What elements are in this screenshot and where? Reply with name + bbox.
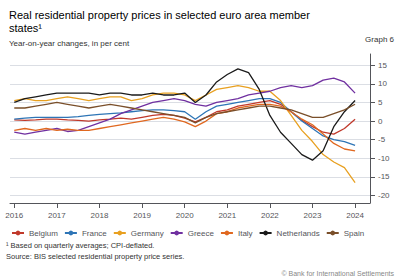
svg-text:Graph 6: Graph 6 xyxy=(365,35,394,44)
svg-text:2021: 2021 xyxy=(218,211,236,220)
svg-text:Netherlands: Netherlands xyxy=(277,229,320,238)
svg-text:Italy: Italy xyxy=(238,229,253,238)
svg-text:15: 15 xyxy=(378,61,387,70)
svg-text:Real residential property pric: Real residential property prices in sele… xyxy=(9,9,310,21)
svg-text:Greece: Greece xyxy=(188,229,215,238)
svg-text:10: 10 xyxy=(378,79,387,88)
svg-text:2017: 2017 xyxy=(48,211,66,220)
svg-text:¹ Based on quarterly averages;: ¹ Based on quarterly averages; CPI-defla… xyxy=(6,241,154,250)
svg-text:2019: 2019 xyxy=(133,211,151,220)
svg-text:2022: 2022 xyxy=(261,211,279,220)
svg-text:2023: 2023 xyxy=(304,211,322,220)
svg-text:-10: -10 xyxy=(378,154,390,163)
svg-text:0: 0 xyxy=(378,117,383,126)
svg-text:-5: -5 xyxy=(378,135,386,144)
svg-text:2020: 2020 xyxy=(176,211,194,220)
svg-text:2018: 2018 xyxy=(91,211,109,220)
svg-text:Year-on-year changes, in per c: Year-on-year changes, in per cent xyxy=(9,39,130,48)
svg-text:states¹: states¹ xyxy=(9,22,42,34)
svg-text:2016: 2016 xyxy=(5,211,23,220)
svg-text:-15: -15 xyxy=(378,172,390,181)
svg-text:Germany: Germany xyxy=(131,229,164,238)
svg-text:Spain: Spain xyxy=(344,229,364,238)
svg-text:-20: -20 xyxy=(378,191,390,200)
svg-text:5: 5 xyxy=(378,98,383,107)
svg-text:France: France xyxy=(82,229,107,238)
svg-text:© Bank for International Settl: © Bank for International Settlements xyxy=(281,270,394,277)
svg-text:Source: BIS selected residenti: Source: BIS selected residential propert… xyxy=(6,252,184,261)
svg-text:2024: 2024 xyxy=(346,211,364,220)
svg-text:Belgium: Belgium xyxy=(29,229,58,238)
